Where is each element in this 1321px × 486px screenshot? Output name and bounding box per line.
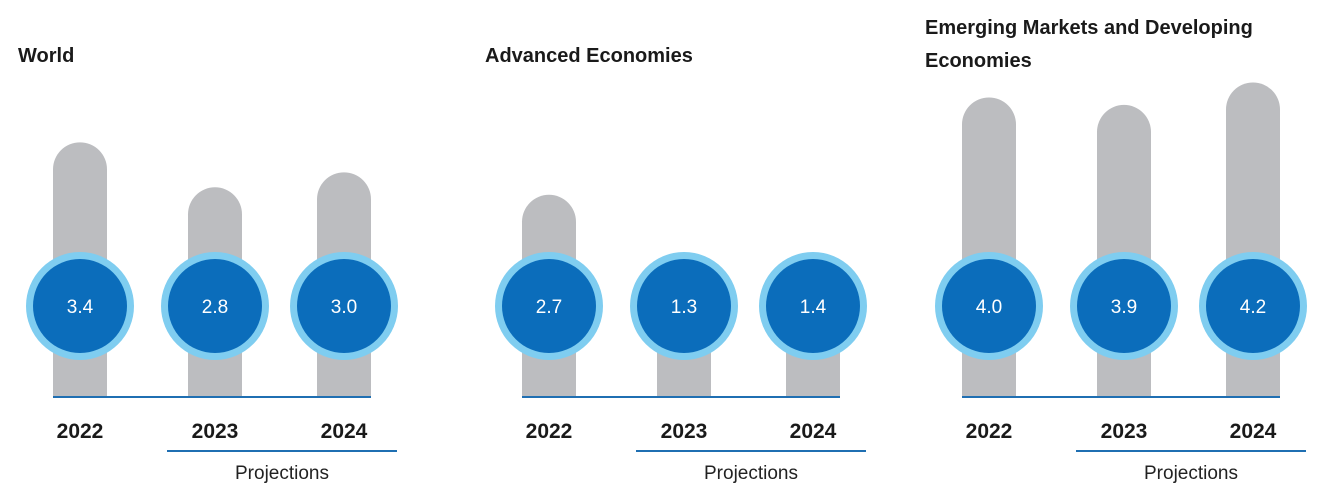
chart-panel: Advanced Economies 2.7 1.3 1.4 2022 2023 2024 P… — [485, 45, 867, 484]
data-label: 2.8 — [202, 297, 228, 318]
projections-label: Projections — [704, 463, 798, 484]
x-tick-label: 2022 — [57, 420, 104, 443]
bubble — [297, 259, 391, 353]
projections-label: Projections — [235, 463, 329, 484]
projections-label: Projections — [1144, 463, 1238, 484]
bubble — [33, 259, 127, 353]
data-label: 1.4 — [800, 297, 827, 318]
chart-title: Economies — [925, 50, 1032, 72]
data-label: 3.9 — [1111, 297, 1137, 318]
x-tick-label: 2022 — [526, 420, 573, 443]
data-label: 4.0 — [976, 297, 1002, 318]
chart-title: Emerging Markets and Developing — [925, 17, 1253, 39]
x-tick-label: 2024 — [321, 420, 368, 443]
bubble — [1077, 259, 1171, 353]
x-tick-label: 2024 — [790, 420, 837, 443]
data-label: 3.0 — [331, 297, 357, 318]
data-label: 4.2 — [1240, 297, 1266, 318]
bubble — [1206, 259, 1300, 353]
bubble — [637, 259, 731, 353]
chart-panel: Emerging Markets and Developing Economies… — [925, 17, 1307, 484]
bubble — [168, 259, 262, 353]
chart-panel: World 3.4 2.8 3.0 2022 2023 2024 Projections — [18, 45, 398, 484]
bubble — [502, 259, 596, 353]
x-tick-label: 2023 — [661, 420, 708, 443]
chart-title: Advanced Economies — [485, 45, 693, 67]
bubble — [942, 259, 1036, 353]
bubble — [766, 259, 860, 353]
data-label: 1.3 — [671, 297, 697, 318]
x-tick-label: 2022 — [966, 420, 1013, 443]
x-tick-label: 2023 — [192, 420, 239, 443]
x-tick-label: 2023 — [1101, 420, 1148, 443]
x-tick-label: 2024 — [1230, 420, 1277, 443]
chart-title: World — [18, 45, 74, 67]
data-label: 2.7 — [536, 297, 562, 318]
data-label: 3.4 — [67, 297, 94, 318]
